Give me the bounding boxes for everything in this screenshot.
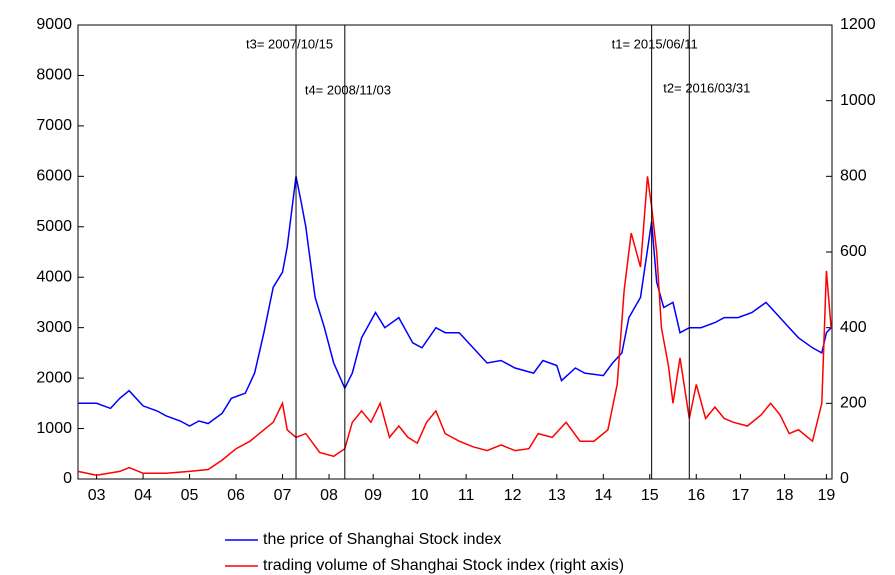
x-tick-label: 03 xyxy=(88,487,106,504)
annotation-label: t3= 2007/10/15 xyxy=(246,36,333,51)
y-tick-label: 5000 xyxy=(36,218,72,235)
x-tick-label: 07 xyxy=(274,487,292,504)
y-tick-label: 4000 xyxy=(36,268,72,285)
x-tick-label: 17 xyxy=(732,487,750,504)
y2-tick-label: 1200 xyxy=(840,16,876,33)
x-tick-label: 13 xyxy=(548,487,566,504)
x-tick-label: 15 xyxy=(641,487,659,504)
legend-label: trading volume of Shanghai Stock index (… xyxy=(263,557,624,574)
y-tick-label: 9000 xyxy=(36,16,72,33)
x-tick-label: 12 xyxy=(504,487,522,504)
x-tick-label: 04 xyxy=(134,487,152,504)
y-tick-label: 6000 xyxy=(36,168,72,185)
y2-tick-label: 1000 xyxy=(840,92,876,109)
x-tick-label: 09 xyxy=(364,487,382,504)
y2-tick-label: 0 xyxy=(840,470,849,487)
x-tick-label: 18 xyxy=(776,487,794,504)
y2-tick-label: 400 xyxy=(840,319,867,336)
y-tick-label: 8000 xyxy=(36,67,72,84)
x-tick-label: 11 xyxy=(458,487,475,504)
x-tick-label: 10 xyxy=(411,487,429,504)
x-tick-label: 06 xyxy=(227,487,245,504)
x-tick-label: 05 xyxy=(181,487,199,504)
series-line xyxy=(77,176,832,476)
y-tick-label: 1000 xyxy=(36,420,72,437)
y-tick-label: 2000 xyxy=(36,369,72,386)
annotation-label: t2= 2016/03/31 xyxy=(663,80,750,95)
y-tick-label: 3000 xyxy=(36,319,72,336)
x-tick-label: 08 xyxy=(320,487,338,504)
annotation-label: t1= 2015/06/11 xyxy=(612,36,698,51)
x-tick-label: 14 xyxy=(594,487,612,504)
annotation-label: t4= 2008/11/03 xyxy=(305,82,391,97)
series-line xyxy=(78,176,832,427)
y-tick-label: 0 xyxy=(63,470,72,487)
y-tick-label: 7000 xyxy=(36,117,72,134)
x-tick-label: 19 xyxy=(818,487,836,504)
legend-label: the price of Shanghai Stock index xyxy=(263,531,501,548)
y2-tick-label: 600 xyxy=(840,243,867,260)
y2-tick-label: 800 xyxy=(840,168,867,185)
x-tick-label: 16 xyxy=(687,487,705,504)
y2-tick-label: 200 xyxy=(840,395,867,412)
